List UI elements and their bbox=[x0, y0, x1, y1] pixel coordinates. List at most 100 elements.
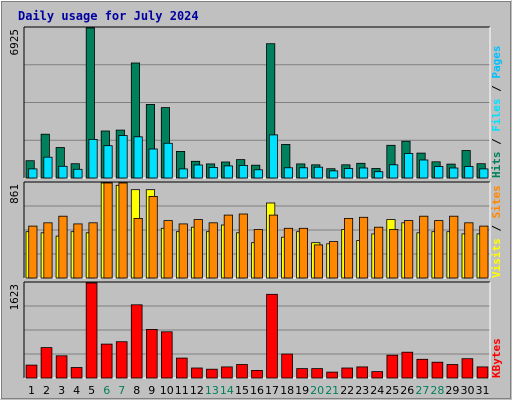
panel-2: 861 Visits / Sites bbox=[8, 181, 503, 279]
bar-sites-day-1 bbox=[28, 225, 38, 279]
day-label-27: 27 bbox=[415, 384, 429, 397]
bar-sites-day-19 bbox=[298, 227, 308, 279]
bar-kbytes-day-20 bbox=[311, 368, 323, 379]
day-label-13: 13 bbox=[205, 384, 219, 397]
bar-kbytes-day-27 bbox=[416, 358, 429, 379]
day-label-24: 24 bbox=[370, 384, 384, 397]
bar-files-day-7 bbox=[118, 135, 128, 179]
day-label-15: 15 bbox=[235, 384, 249, 397]
bar-sites-day-20 bbox=[313, 244, 323, 279]
chart-panels: 6925 Hits / Files / Pages 861 Visits / Site… bbox=[8, 26, 503, 379]
label-separator: / bbox=[490, 79, 503, 99]
bar-kbytes-day-29 bbox=[446, 364, 459, 379]
bar-kbytes-day-9 bbox=[145, 328, 158, 379]
series-name-pages: Pages bbox=[490, 46, 503, 79]
bar-sites-day-8 bbox=[133, 217, 143, 279]
bar-kbytes-day-13 bbox=[206, 368, 218, 379]
bar-kbytes-day-5 bbox=[85, 282, 98, 379]
bar-sites-day-28 bbox=[434, 220, 444, 279]
bar-kbytes-day-3 bbox=[55, 355, 68, 379]
bar-sites-day-13 bbox=[208, 222, 218, 279]
bar-kbytes-day-6 bbox=[100, 343, 113, 379]
day-label-23: 23 bbox=[355, 384, 369, 397]
bar-files-day-2 bbox=[43, 156, 53, 179]
bar-kbytes-day-12 bbox=[191, 367, 203, 379]
day-label-28: 28 bbox=[430, 384, 444, 397]
bar-kbytes-day-14 bbox=[221, 366, 233, 379]
bar-kbytes-day-21 bbox=[326, 371, 338, 379]
bar-kbytes-day-10 bbox=[160, 331, 173, 379]
day-label-16: 16 bbox=[250, 384, 264, 397]
scale-label: 861 bbox=[8, 184, 21, 204]
bar-sites-day-3 bbox=[58, 215, 68, 279]
bar-kbytes-day-15 bbox=[236, 364, 248, 379]
bar-files-day-14 bbox=[223, 165, 233, 179]
bar-kbytes-day-1 bbox=[25, 364, 38, 379]
bar-files-day-19 bbox=[298, 167, 308, 179]
series-name-visits: Visits bbox=[490, 238, 503, 278]
series-sites bbox=[28, 182, 489, 279]
bar-sites-day-31 bbox=[479, 225, 489, 279]
bar-sites-day-2 bbox=[43, 222, 53, 279]
bar-files-day-27 bbox=[419, 159, 429, 179]
bar-files-day-24 bbox=[374, 171, 384, 179]
bar-sites-day-24 bbox=[374, 226, 384, 279]
bar-files-day-28 bbox=[434, 166, 444, 179]
day-label-30: 30 bbox=[461, 384, 475, 397]
bar-sites-day-11 bbox=[178, 223, 188, 279]
bar-kbytes-day-7 bbox=[115, 341, 128, 379]
scale-label: 6925 bbox=[8, 29, 21, 56]
bar-files-day-26 bbox=[404, 153, 414, 179]
bar-sites-day-27 bbox=[419, 215, 429, 279]
series-files bbox=[28, 134, 489, 179]
bar-sites-day-6 bbox=[103, 182, 113, 279]
bar-files-day-20 bbox=[313, 166, 323, 179]
bar-kbytes-day-17 bbox=[266, 293, 278, 379]
bar-kbytes-day-2 bbox=[40, 347, 53, 379]
bar-files-day-15 bbox=[238, 164, 248, 179]
day-label-3: 3 bbox=[58, 384, 65, 397]
bar-files-day-23 bbox=[358, 167, 369, 179]
bar-files-day-18 bbox=[283, 167, 293, 179]
bar-sites-day-30 bbox=[464, 222, 474, 279]
day-label-9: 9 bbox=[148, 384, 155, 397]
day-label-10: 10 bbox=[160, 384, 174, 397]
right-axis-label: Hits / Files / Pages bbox=[490, 46, 503, 179]
bar-sites-day-29 bbox=[449, 215, 459, 279]
bar-sites-day-21 bbox=[328, 241, 339, 279]
bar-files-day-4 bbox=[73, 168, 83, 179]
bar-files-day-6 bbox=[103, 145, 113, 179]
day-label-25: 25 bbox=[385, 384, 399, 397]
bar-sites-day-15 bbox=[238, 213, 248, 279]
day-label-7: 7 bbox=[118, 384, 125, 397]
chart-title: Daily usage for July 2024 bbox=[18, 9, 199, 23]
bar-files-day-31 bbox=[479, 168, 489, 179]
day-label-5: 5 bbox=[88, 384, 95, 397]
bar-sites-day-7 bbox=[118, 182, 128, 279]
bar-kbytes-day-26 bbox=[401, 351, 414, 379]
day-label-17: 17 bbox=[265, 384, 279, 397]
bar-sites-day-4 bbox=[73, 223, 83, 279]
label-separator: / bbox=[490, 218, 503, 238]
panel-1: 6925 Hits / Files / Pages bbox=[8, 26, 503, 179]
day-label-21: 21 bbox=[325, 384, 339, 397]
bar-kbytes-day-31 bbox=[476, 366, 489, 379]
bar-sites-day-14 bbox=[223, 214, 233, 279]
series-name-files: Files bbox=[490, 99, 503, 132]
day-label-2: 2 bbox=[43, 384, 50, 397]
day-label-8: 8 bbox=[133, 384, 140, 397]
day-label-14: 14 bbox=[220, 384, 234, 397]
bar-files-day-9 bbox=[148, 148, 158, 179]
bar-sites-day-25 bbox=[389, 229, 399, 279]
bar-files-day-8 bbox=[133, 136, 143, 179]
day-label-19: 19 bbox=[295, 384, 309, 397]
bar-sites-day-26 bbox=[404, 220, 414, 279]
day-label-11: 11 bbox=[175, 384, 189, 397]
bar-sites-day-5 bbox=[88, 222, 98, 279]
day-label-31: 31 bbox=[476, 384, 490, 397]
series-kbytes bbox=[25, 282, 489, 379]
right-axis-label: Visits / Sites bbox=[490, 185, 503, 278]
bar-files-day-10 bbox=[163, 142, 173, 179]
bar-sites-day-18 bbox=[283, 227, 293, 279]
